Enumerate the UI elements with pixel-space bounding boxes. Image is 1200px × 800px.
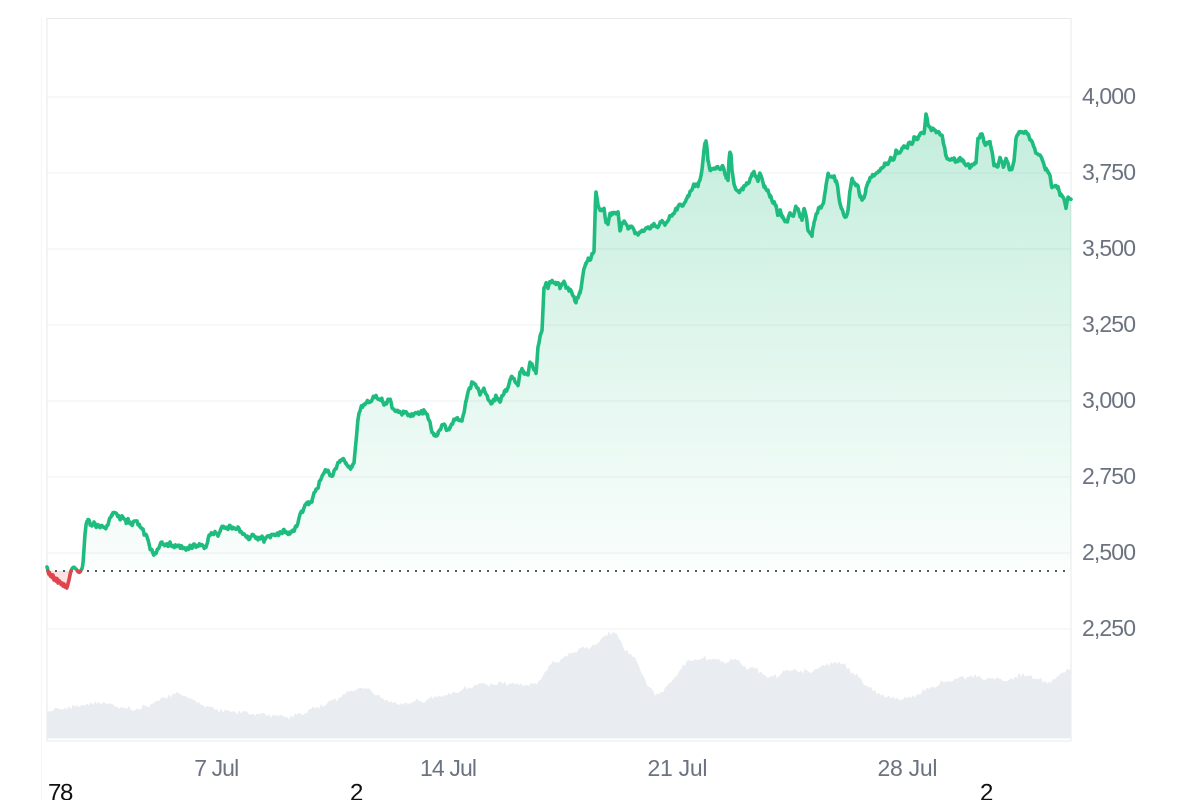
svg-text:2,750: 2,750 (1082, 463, 1136, 489)
svg-text:28 Jul: 28 Jul (878, 755, 938, 781)
svg-text:3,250: 3,250 (1082, 311, 1136, 337)
svg-text:3,750: 3,750 (1082, 159, 1136, 185)
svg-text:2: 2 (980, 780, 993, 800)
svg-text:3,000: 3,000 (1082, 387, 1136, 413)
svg-text:2,250: 2,250 (1082, 615, 1136, 641)
svg-text:4,000: 4,000 (1082, 83, 1136, 109)
svg-text:2,500: 2,500 (1082, 539, 1136, 565)
svg-text:78: 78 (48, 780, 73, 800)
svg-text:21 Jul: 21 Jul (648, 755, 708, 781)
svg-text:14 Jul: 14 Jul (420, 755, 477, 781)
svg-text:3,500: 3,500 (1082, 235, 1136, 261)
svg-text:7 Jul: 7 Jul (194, 755, 239, 781)
svg-text:2: 2 (350, 780, 363, 800)
